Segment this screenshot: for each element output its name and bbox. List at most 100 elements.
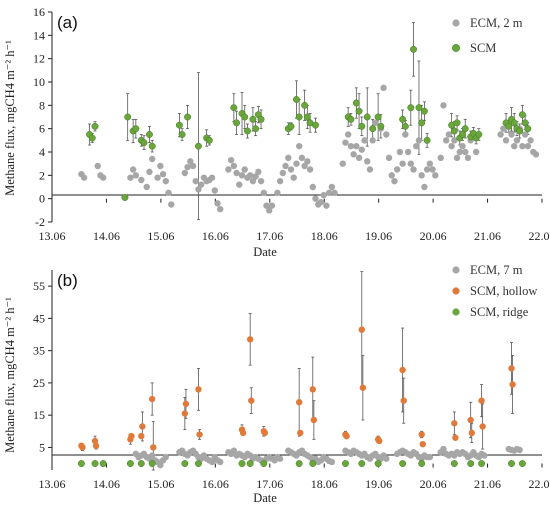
data-point xyxy=(91,460,99,467)
data-point xyxy=(80,174,88,181)
data-point xyxy=(532,151,540,158)
data-point xyxy=(355,107,363,115)
panel-b-error-bars xyxy=(80,271,515,471)
data-point xyxy=(429,166,436,173)
data-point xyxy=(181,460,189,467)
data-point xyxy=(399,366,406,374)
data-point xyxy=(508,365,515,372)
data-point xyxy=(383,455,390,462)
data-point xyxy=(513,137,521,144)
data-point xyxy=(376,437,383,445)
y-tick-label: 8 xyxy=(39,98,45,112)
data-point xyxy=(407,160,414,167)
data-point xyxy=(137,460,145,467)
data-point xyxy=(342,139,349,146)
data-point xyxy=(388,172,395,179)
data-point xyxy=(468,429,475,437)
legend-ecm-2m-marker xyxy=(452,19,460,27)
data-point xyxy=(146,131,153,138)
data-point xyxy=(138,432,145,440)
data-point xyxy=(391,177,398,185)
panel-b-label: (b) xyxy=(57,271,78,290)
data-point xyxy=(453,119,461,127)
data-point xyxy=(241,166,248,173)
data-point xyxy=(497,131,504,138)
y-tick-label: 16 xyxy=(33,5,45,19)
x-tick-label: 22.06 xyxy=(529,477,550,491)
data-point xyxy=(450,460,458,467)
panel-b: (b) Date Methane flux, mgCH4 m⁻² h⁻¹ 5 15… xyxy=(3,263,550,505)
y-tick-label: 35 xyxy=(33,344,45,358)
data-point xyxy=(407,104,415,112)
y-tick-label: 10 xyxy=(33,75,45,89)
data-point xyxy=(369,137,376,144)
data-point xyxy=(260,460,268,467)
panel-a-legend: ECM, 2 m SCM xyxy=(452,16,523,55)
data-point xyxy=(129,166,137,173)
data-point xyxy=(91,122,99,130)
data-point xyxy=(143,183,150,191)
data-point xyxy=(423,136,431,144)
data-point xyxy=(440,102,447,109)
data-point xyxy=(211,187,218,194)
legend-ecm-7m-marker xyxy=(452,266,460,274)
data-point xyxy=(399,115,407,123)
data-point xyxy=(287,166,295,173)
data-point xyxy=(478,397,485,404)
x-tick-label: 15.06 xyxy=(147,477,174,491)
data-point xyxy=(195,142,202,150)
y-tick-label: 55 xyxy=(33,279,45,293)
data-point xyxy=(257,115,265,123)
data-point xyxy=(148,452,156,459)
data-point xyxy=(364,158,371,165)
x-tick-label: 13.06 xyxy=(39,229,66,243)
data-point xyxy=(157,461,164,469)
x-tick-label: 18.06 xyxy=(311,477,338,491)
data-point xyxy=(266,207,273,214)
data-point xyxy=(419,440,426,448)
x-tick-label: 21.06 xyxy=(474,477,501,491)
data-point xyxy=(459,142,466,150)
data-point xyxy=(361,137,368,144)
data-point xyxy=(168,201,175,208)
data-point xyxy=(410,45,417,53)
data-point xyxy=(293,160,300,167)
data-point xyxy=(261,429,269,437)
data-point xyxy=(400,397,407,404)
legend-scm-hollow-label: SCM, hollow xyxy=(470,284,537,298)
data-point xyxy=(150,444,157,451)
data-point xyxy=(312,195,319,202)
data-point xyxy=(358,122,366,130)
data-point xyxy=(377,122,385,130)
data-point xyxy=(451,137,458,144)
data-point xyxy=(372,119,379,127)
data-point xyxy=(287,122,295,130)
y-tick-label: 45 xyxy=(33,311,45,325)
data-point xyxy=(462,148,469,156)
data-point xyxy=(252,173,259,180)
data-point xyxy=(508,131,515,138)
data-point xyxy=(148,142,156,150)
data-point xyxy=(516,127,524,135)
data-point xyxy=(295,113,303,121)
data-point xyxy=(255,168,262,176)
data-point xyxy=(295,399,303,406)
x-tick-label: 18.06 xyxy=(311,229,338,243)
legend-ecm-7m-label: ECM, 7 m xyxy=(470,263,523,277)
data-point xyxy=(423,166,431,173)
data-point xyxy=(181,169,189,177)
data-point xyxy=(328,458,336,466)
data-point xyxy=(363,113,371,121)
data-point xyxy=(301,101,309,109)
data-point xyxy=(456,148,463,156)
data-point xyxy=(342,460,349,467)
panel-a-x-ticks: 13.06 14.06 15.06 16.06 17.06 18.06 19.06 20.06… xyxy=(39,198,550,243)
data-point xyxy=(339,160,346,167)
x-tick-label: 20.06 xyxy=(420,477,447,491)
panel-a-y-ticks: -2 0 2 4 6 8 10 12 14 16 xyxy=(33,5,52,229)
legend-scm-label: SCM xyxy=(470,41,496,55)
data-point xyxy=(197,181,205,188)
data-point xyxy=(450,127,458,135)
data-point xyxy=(175,121,183,129)
